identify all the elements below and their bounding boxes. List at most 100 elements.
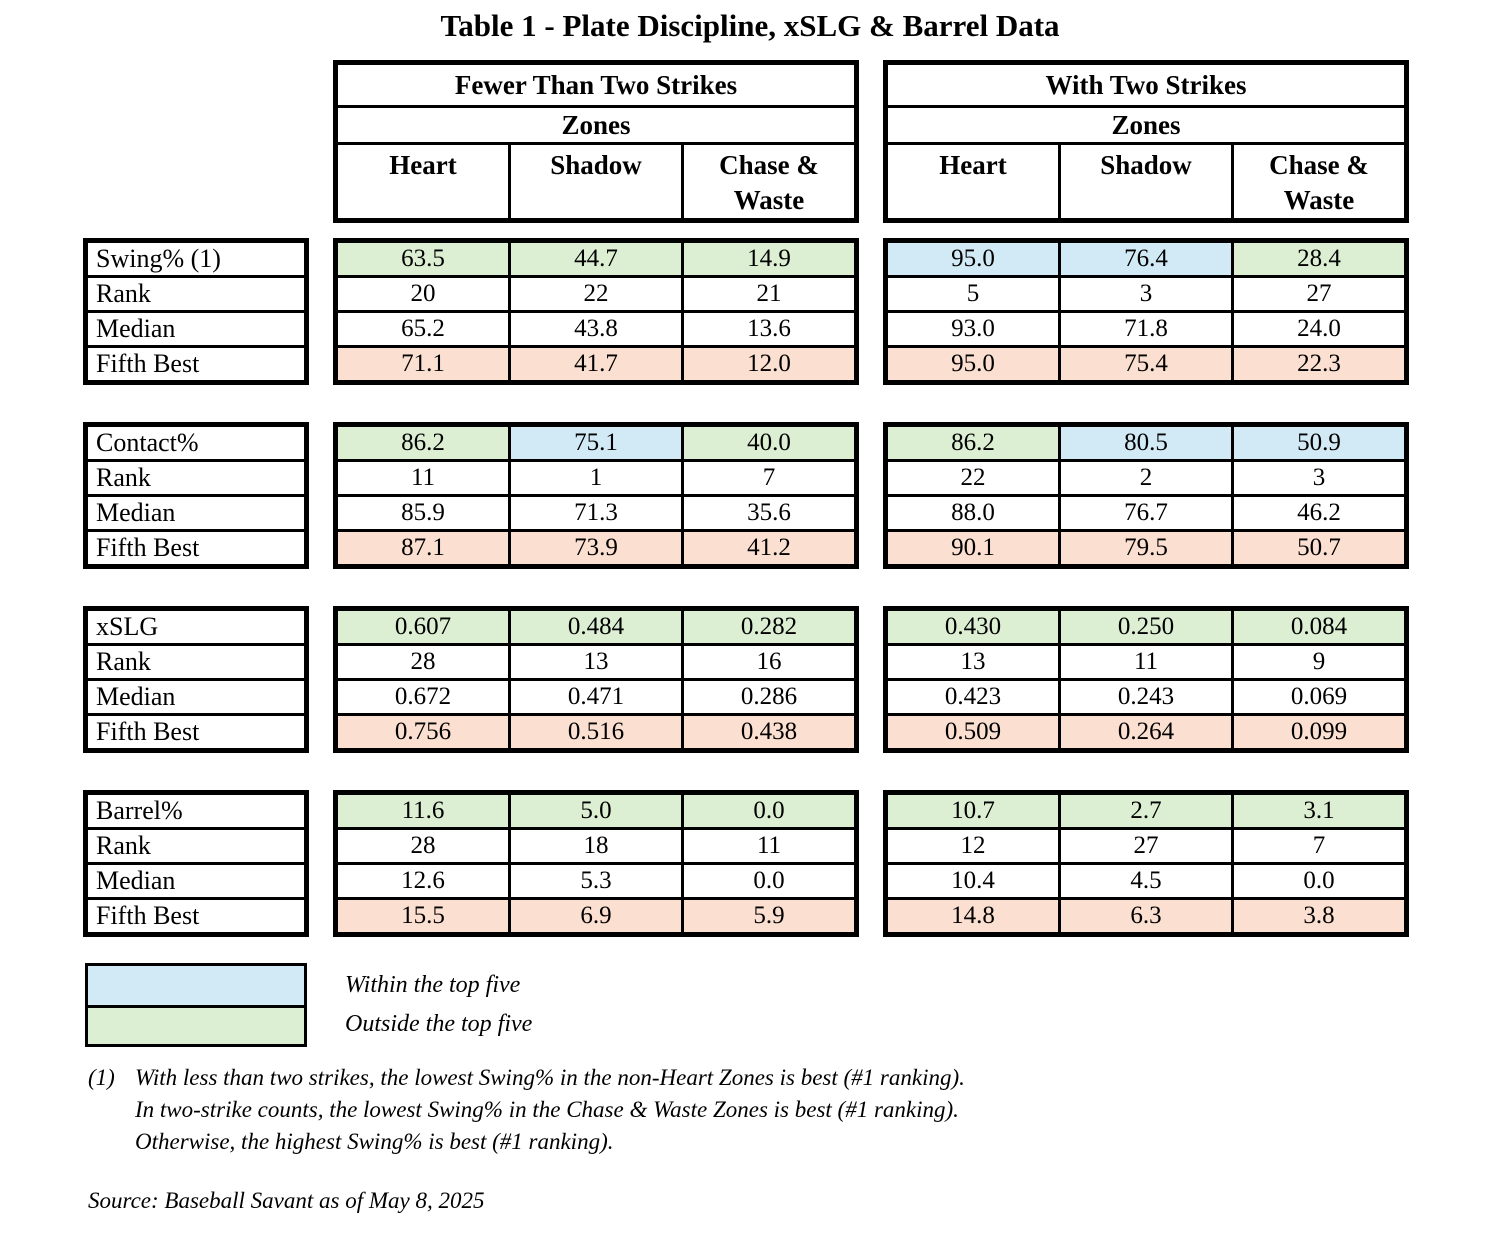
column-header-heart: Heart (885, 141, 1061, 222)
median-value: 12.6 (335, 862, 511, 900)
table-row: 14.8 6.3 3.8 (885, 897, 1407, 935)
stat-value: 0.250 (1058, 608, 1234, 646)
stat-value: 86.2 (885, 424, 1061, 462)
table-row: 95.0 75.4 22.3 (885, 345, 1407, 383)
table-row: Median (85, 862, 307, 900)
table-row: 88.0 76.7 46.2 (885, 494, 1407, 532)
rank-value: 9 (1231, 643, 1407, 681)
fifth-best-value: 3.8 (1231, 897, 1407, 935)
median-value: 0.672 (335, 678, 511, 716)
table-row: 95.0 76.4 28.4 (885, 240, 1407, 278)
header-fewer-than-two-strikes: Fewer Than Two Strikes Zones Heart Shado… (333, 59, 859, 224)
rank-value: 11 (1058, 643, 1234, 681)
table-row: Median (85, 310, 307, 348)
row-labels-xslg: xSLG Rank Median Fifth Best (83, 606, 309, 753)
median-value: 0.471 (508, 678, 684, 716)
zones-subheader-two-strikes: Zones (885, 105, 1407, 145)
median-value: 0.243 (1058, 678, 1234, 716)
row-label-rank: Rank (85, 827, 307, 865)
table-row: 90.1 79.5 50.7 (885, 529, 1407, 567)
table-row: Rank (85, 827, 307, 865)
column-header-chase-waste: Chase & Waste (681, 141, 857, 222)
stat-value: 0.084 (1231, 608, 1407, 646)
fifth-best-value: 6.3 (1058, 897, 1234, 935)
row-label-median: Median (85, 310, 307, 348)
median-value: 0.0 (681, 862, 857, 900)
zones-subheader-fewer: Zones (335, 105, 857, 145)
rank-value: 11 (335, 459, 511, 497)
stat-value: 0.282 (681, 608, 857, 646)
stat-value: 3.1 (1231, 792, 1407, 830)
stat-value: 95.0 (885, 240, 1061, 278)
table-row: 85.9 71.3 35.6 (335, 494, 857, 532)
row-label-median: Median (85, 494, 307, 532)
rank-value: 7 (1231, 827, 1407, 865)
rank-value: 16 (681, 643, 857, 681)
table-row: 65.2 43.8 13.6 (335, 310, 857, 348)
group-title-fewer: Fewer Than Two Strikes (335, 62, 857, 108)
data-xslg-fewer: 0.607 0.484 0.282 28 13 16 0.672 0.471 0… (333, 606, 859, 753)
figure-title: Table 1 - Plate Discipline, xSLG & Barre… (440, 8, 1060, 43)
table-row: Fifth Best (85, 529, 307, 567)
stat-value: 10.7 (885, 792, 1061, 830)
legend-swatch-within-top-five (88, 966, 304, 1005)
footnote-lines: With less than two strikes, the lowest S… (135, 1062, 1238, 1158)
row-label-median: Median (85, 678, 307, 716)
fifth-best-value: 95.0 (885, 345, 1061, 383)
row-label-fifth-best: Fifth Best (85, 345, 307, 383)
table-row: 22 2 3 (885, 459, 1407, 497)
fifth-best-value: 0.099 (1231, 713, 1407, 751)
stat-value: 80.5 (1058, 424, 1234, 462)
stat-value: 75.1 (508, 424, 684, 462)
column-header-chase-waste: Chase & Waste (1231, 141, 1407, 222)
column-header-shadow: Shadow (1058, 141, 1234, 222)
stat-value: 11.6 (335, 792, 511, 830)
fifth-best-value: 90.1 (885, 529, 1061, 567)
fifth-best-value: 0.438 (681, 713, 857, 751)
median-value: 85.9 (335, 494, 511, 532)
table-row: 87.1 73.9 41.2 (335, 529, 857, 567)
median-value: 4.5 (1058, 862, 1234, 900)
fifth-best-value: 15.5 (335, 897, 511, 935)
table-row: 0.607 0.484 0.282 (335, 608, 857, 646)
table-row: Fifth Best (85, 713, 307, 751)
rank-value: 27 (1231, 275, 1407, 313)
table-row: Median (85, 494, 307, 532)
table-row: Zones (335, 105, 857, 145)
row-label-fifth-best: Fifth Best (85, 713, 307, 751)
table-row: Zones (885, 105, 1407, 145)
source-note: Source: Baseball Savant as of May 8, 202… (88, 1188, 485, 1213)
legend (85, 963, 307, 1047)
fifth-best-value: 41.2 (681, 529, 857, 567)
stat-value: 0.484 (508, 608, 684, 646)
median-value: 0.423 (885, 678, 1061, 716)
rank-value: 1 (508, 459, 684, 497)
rank-value: 13 (508, 643, 684, 681)
row-labels-contact: Contact% Rank Median Fifth Best (83, 422, 309, 569)
stat-label-swing: Swing% (1) (85, 240, 307, 278)
median-value: 24.0 (1231, 310, 1407, 348)
stat-value: 0.430 (885, 608, 1061, 646)
median-value: 10.4 (885, 862, 1061, 900)
legend-label-outside-top-five: Outside the top five (345, 1011, 533, 1037)
table-row: Rank (85, 459, 307, 497)
rank-value: 2 (1058, 459, 1234, 497)
group-title-two-strikes: With Two Strikes (885, 62, 1407, 108)
median-value: 13.6 (681, 310, 857, 348)
rank-value: 28 (335, 643, 511, 681)
rank-value: 11 (681, 827, 857, 865)
fifth-best-value: 0.264 (1058, 713, 1234, 751)
row-label-fifth-best: Fifth Best (85, 897, 307, 935)
table-row: 12.6 5.3 0.0 (335, 862, 857, 900)
rank-value: 22 (885, 459, 1061, 497)
stat-value: 76.4 (1058, 240, 1234, 278)
stat-value: 40.0 (681, 424, 857, 462)
data-barrel-fewer: 11.6 5.0 0.0 28 18 11 12.6 5.3 0.0 15.5 … (333, 790, 859, 937)
median-value: 5.3 (508, 862, 684, 900)
table-row: 0.756 0.516 0.438 (335, 713, 857, 751)
fifth-best-value: 87.1 (335, 529, 511, 567)
column-header-shadow: Shadow (508, 141, 684, 222)
table-row: Heart Shadow Chase & Waste (335, 141, 857, 222)
row-label-median: Median (85, 862, 307, 900)
stat-label-contact: Contact% (85, 424, 307, 462)
